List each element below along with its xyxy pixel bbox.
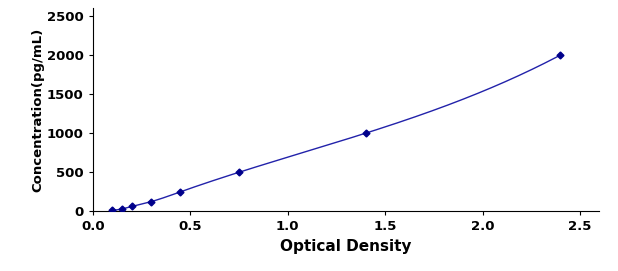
X-axis label: Optical Density: Optical Density [281, 239, 412, 254]
Y-axis label: Concentration(pg/mL): Concentration(pg/mL) [31, 28, 44, 192]
